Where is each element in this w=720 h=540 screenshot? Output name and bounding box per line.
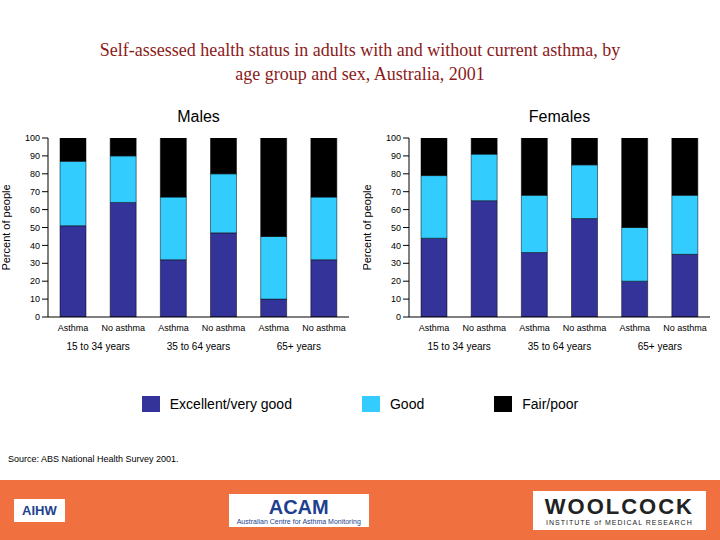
html-text:Females: Females (528, 108, 591, 125)
svg-text:90: 90 (391, 151, 401, 161)
html-text:65+ years: 65+ years (276, 341, 321, 352)
svg-text:No asthma: No asthma (563, 323, 607, 333)
html-text:Males: Males (177, 108, 220, 125)
html-text:35 to 64 years: 35 to 64 years (166, 341, 231, 352)
svg-text:No asthma: No asthma (202, 323, 246, 333)
html-text:15 to 34 years: 15 to 34 years (427, 341, 491, 352)
svg-text:40: 40 (30, 241, 40, 251)
html-text:Self-assessed health status in: Self-assessed health status in adults wi… (99, 40, 621, 84)
svg-text:Percent of people: Percent of people (8, 184, 12, 270)
svg-text:70: 70 (391, 187, 401, 197)
svg-text:No asthma: No asthma (302, 323, 346, 333)
svg-text:Asthma: Asthma (419, 323, 450, 333)
html-text:35 to 64 years: 35 to 64 years (527, 341, 592, 352)
svg-text:0: 0 (35, 312, 40, 322)
html-text:Australian Centre for Asthma M: Australian Centre for Asthma Monitoring (236, 517, 361, 525)
svg-text:Asthma: Asthma (158, 323, 189, 333)
svg-text:80: 80 (30, 169, 40, 179)
svg-text:20: 20 (30, 276, 40, 286)
html-text:AIHW: AIHW (22, 502, 57, 518)
html-text:65+ years: 65+ years (637, 341, 682, 352)
html-text:INSTITUTE of MEDICAL RESEARCH: INSTITUTE of MEDICAL RESEARCH (546, 518, 693, 526)
svg-text:80: 80 (391, 169, 401, 179)
svg-text:Percent of people: Percent of people (363, 184, 373, 270)
svg-text:50: 50 (391, 223, 401, 233)
svg-text:Asthma: Asthma (619, 323, 650, 333)
svg-text:No asthma: No asthma (462, 323, 506, 333)
svg-text:10: 10 (30, 294, 40, 304)
html-text:15 to 34 years: 15 to 34 years (66, 341, 130, 352)
svg-text:100: 100 (25, 133, 40, 143)
svg-text:70: 70 (30, 187, 40, 197)
svg-text:90: 90 (30, 151, 40, 161)
svg-text:40: 40 (391, 241, 401, 251)
svg-text:10: 10 (391, 294, 401, 304)
svg-text:Asthma: Asthma (58, 323, 89, 333)
svg-text:60: 60 (391, 205, 401, 215)
svg-text:No asthma: No asthma (101, 323, 145, 333)
svg-text:0: 0 (396, 312, 401, 322)
svg-text:20: 20 (391, 276, 401, 286)
html-text:Excellent/very good: Excellent/very good (169, 396, 292, 412)
html-text:Good: Good (390, 396, 425, 412)
svg-text:30: 30 (391, 258, 401, 268)
html-text:WOOLCOCK: WOOLCOCK (544, 493, 694, 519)
svg-text:Asthma: Asthma (258, 323, 289, 333)
html-text:Source: ABS National Health Su: Source: ABS National Health Survey 2001. (8, 454, 179, 464)
svg-text:50: 50 (30, 223, 40, 233)
html-text:Fair/poor: Fair/poor (522, 396, 579, 412)
svg-text:60: 60 (30, 205, 40, 215)
html-text:ACAM: ACAM (268, 495, 329, 518)
svg-text:30: 30 (30, 258, 40, 268)
svg-text:100: 100 (386, 133, 401, 143)
svg-text:Asthma: Asthma (519, 323, 550, 333)
svg-text:No asthma: No asthma (663, 323, 707, 333)
